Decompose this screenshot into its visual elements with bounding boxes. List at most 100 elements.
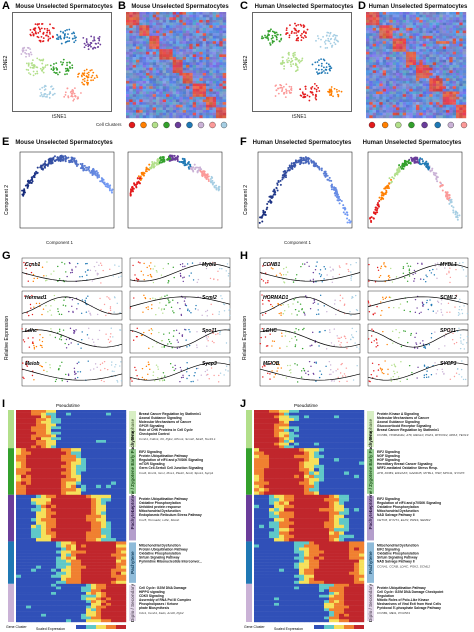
expression-point [196, 344, 198, 346]
heatmap-cell [129, 62, 133, 66]
heatmap-cell [462, 80, 467, 84]
expression-point [440, 311, 443, 314]
heatmap-cell [219, 54, 223, 58]
heatmap-cell [439, 83, 443, 87]
tsne-point [340, 90, 343, 93]
heatmap-cell [432, 102, 437, 105]
heatmap-cell [172, 102, 177, 105]
heatmap-cell [192, 72, 197, 76]
heatmap-cell [366, 72, 370, 76]
trajectory-point [423, 162, 426, 165]
heatmap-cell [146, 38, 150, 42]
heatmap-cell [426, 107, 430, 111]
heatmap-cell [392, 112, 397, 116]
heatmap-cell [412, 99, 417, 103]
heatmap-cell [459, 17, 463, 21]
expression-point [225, 369, 227, 371]
expression-point [182, 280, 184, 283]
heatmap-cell [459, 70, 463, 74]
expression-point [338, 273, 341, 276]
heatmap-cell [202, 72, 207, 76]
heatmap-cell [206, 102, 210, 105]
heatmap-cell [456, 33, 460, 37]
expression-point [188, 374, 190, 377]
heatmap-cell [149, 22, 153, 26]
heatmap-cell [182, 99, 187, 103]
expression-point [98, 264, 100, 267]
trajectory-point [294, 164, 297, 167]
expression-point [436, 300, 439, 302]
heatmap-cell [202, 35, 207, 39]
heatmap-cell [186, 41, 190, 44]
heatmap-cell [159, 88, 163, 92]
heatmap-cell [126, 88, 130, 92]
heatmap-cell [412, 35, 417, 39]
heatmap-cell [196, 30, 200, 34]
heatmap-cell [149, 80, 153, 84]
expression-point [38, 339, 41, 341]
heatmap-cell [132, 41, 137, 44]
heatmap-cell [389, 107, 393, 111]
gene-label: Mybl1 [202, 262, 216, 268]
heatmap-cell [176, 91, 180, 95]
trajectory-point [412, 157, 415, 160]
tsne-point [41, 62, 44, 65]
heatmap-cell [189, 33, 193, 37]
heatmap-cell [169, 30, 173, 34]
heatmap-cell [396, 57, 400, 60]
heatmap-cell [182, 80, 187, 84]
heatmap-cell [206, 110, 210, 113]
expression-point [22, 339, 25, 341]
trajectory-point [273, 188, 276, 191]
tsne-point [71, 88, 74, 91]
expression-point [167, 280, 170, 282]
expression-point [157, 366, 159, 368]
heatmap-cell [386, 14, 390, 18]
heatmap-cell [386, 86, 390, 90]
e-ylabel: Component 2 [4, 184, 10, 215]
heatmap-cell [416, 91, 420, 95]
expression-point [193, 375, 195, 377]
tsne-point [34, 72, 37, 75]
heatmap-cell [369, 33, 373, 37]
heatmap-cell [132, 59, 137, 63]
expression-point [84, 301, 87, 303]
heatmap-cell [139, 75, 143, 79]
heatmap-cell [129, 72, 133, 76]
expression-point [449, 267, 451, 269]
heatmap-cell [439, 96, 443, 100]
panel-f-title-1: Human Unselected Spermatocytes [252, 140, 352, 146]
expression-point [57, 308, 59, 310]
heatmap-cell [179, 59, 183, 63]
trajectory-point [39, 166, 42, 169]
heatmap-cell [176, 88, 180, 92]
heatmap-cell [149, 83, 153, 87]
heatmap-cell [422, 107, 427, 111]
heatmap-cell [382, 41, 387, 44]
heatmap-cell [402, 30, 407, 34]
trajectory-point [382, 197, 385, 200]
heatmap-cell [179, 49, 183, 52]
expression-point [175, 329, 178, 331]
heatmap-cell [136, 110, 140, 113]
heatmap-cell [139, 96, 143, 100]
expression-point [441, 314, 444, 316]
heatmap-cell [452, 75, 457, 79]
heatmap-cell [386, 57, 390, 60]
heatmap-cell [446, 94, 450, 97]
tsne-point [70, 92, 73, 95]
expression-point [134, 274, 136, 276]
expression-point [266, 295, 269, 298]
trajectory-point [130, 186, 133, 189]
heatmap-cell [179, 43, 183, 47]
tsne-point [62, 58, 65, 61]
heatmap-cell [136, 33, 140, 37]
heatmap-cell [156, 43, 160, 47]
heatmap-cell [196, 88, 200, 92]
expression-point [382, 298, 384, 300]
heatmap-cell [169, 19, 173, 23]
heatmap-cell [206, 46, 210, 50]
heatmap-cell [149, 59, 153, 63]
heatmap-cell [399, 107, 403, 111]
trajectory-point [67, 156, 70, 159]
